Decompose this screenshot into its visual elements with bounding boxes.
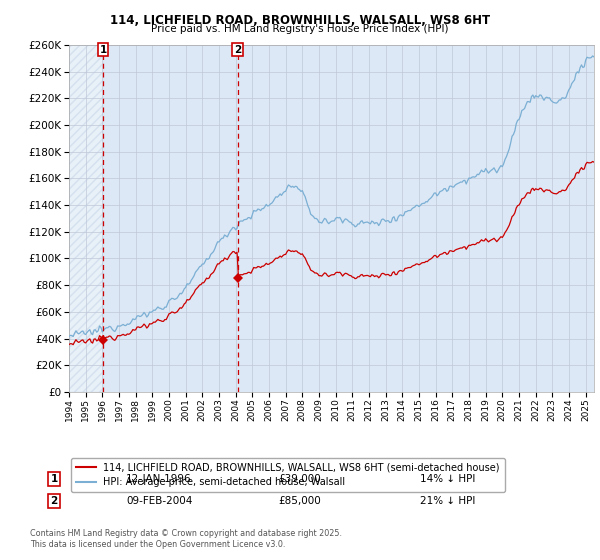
Text: This data is licensed under the Open Government Licence v3.0.: This data is licensed under the Open Gov…	[30, 540, 286, 549]
Text: 2: 2	[50, 496, 58, 506]
Text: £39,000: £39,000	[278, 474, 322, 484]
Text: 14% ↓ HPI: 14% ↓ HPI	[420, 474, 475, 484]
Text: 21% ↓ HPI: 21% ↓ HPI	[420, 496, 475, 506]
Text: Price paid vs. HM Land Registry's House Price Index (HPI): Price paid vs. HM Land Registry's House …	[151, 24, 449, 34]
Text: 1: 1	[100, 45, 107, 55]
Text: 09-FEB-2004: 09-FEB-2004	[126, 496, 193, 506]
Text: 12-JAN-1996: 12-JAN-1996	[126, 474, 191, 484]
Text: 2: 2	[234, 45, 241, 55]
Text: 114, LICHFIELD ROAD, BROWNHILLS, WALSALL, WS8 6HT: 114, LICHFIELD ROAD, BROWNHILLS, WALSALL…	[110, 14, 490, 27]
Text: Contains HM Land Registry data © Crown copyright and database right 2025.: Contains HM Land Registry data © Crown c…	[30, 529, 342, 538]
Text: 1: 1	[50, 474, 58, 484]
Legend: 114, LICHFIELD ROAD, BROWNHILLS, WALSALL, WS8 6HT (semi-detached house), HPI: Av: 114, LICHFIELD ROAD, BROWNHILLS, WALSALL…	[71, 458, 505, 492]
Bar	[69, 45, 103, 392]
Text: £85,000: £85,000	[278, 496, 322, 506]
